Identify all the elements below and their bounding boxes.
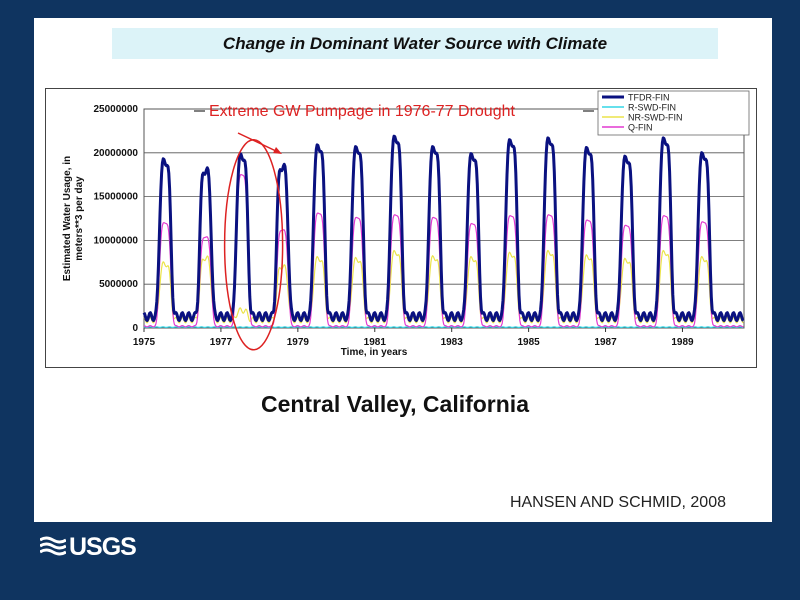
source-credit: HANSEN AND SCHMID, 2008 — [509, 494, 726, 511]
y-axis-label: Estimated Water Usage, in — [62, 156, 73, 281]
y-tick-label: 20000000 — [94, 148, 139, 159]
y-axis-label-units: meters**3 per day — [74, 176, 85, 261]
x-tick-label: 1981 — [364, 337, 387, 348]
annotation-arrowhead — [273, 147, 282, 154]
usgs-logo: USGS — [40, 532, 137, 561]
y-tick-label: 5000000 — [99, 279, 138, 290]
y-tick-label: 25000000 — [94, 104, 139, 115]
slide-title: Change in Dominant Water Source with Cli… — [112, 28, 718, 59]
water-usage-chart: 0 5000000 10000000 15000000 20000000 25000000… — [62, 90, 750, 358]
x-tick-label: 1979 — [287, 337, 310, 348]
x-tick-label: 1985 — [517, 337, 540, 348]
usgs-logo-text: USGS — [69, 532, 137, 561]
x-tick-label: 1987 — [594, 337, 617, 348]
y-tick-label: 0 — [132, 323, 138, 334]
legend-label: TFDR-FIN — [628, 93, 670, 103]
x-tick-label: 1975 — [133, 337, 156, 348]
series-line-nr-swd-fin — [143, 249, 744, 324]
slide-caption: Central Valley, California — [260, 391, 529, 417]
legend-label: NR-SWD-FIN — [628, 113, 683, 123]
series-line-q-fin — [143, 173, 744, 328]
series-line-tfdr-fin — [142, 134, 745, 322]
annotation-text: Extreme GW Pumpage in 1976-77 Drought — [209, 103, 515, 120]
x-tick-label: 1977 — [210, 337, 233, 348]
slide-panel: Change in Dominant Water Source with Cli… — [34, 18, 772, 522]
x-tick-label: 1989 — [671, 337, 694, 348]
legend-label: Q-FIN — [628, 123, 653, 133]
annotation-arrow-line — [237, 132, 279, 153]
y-tick-label: 15000000 — [94, 192, 139, 203]
y-tick-label: 10000000 — [94, 235, 139, 246]
chart-frame: 0 5000000 10000000 15000000 20000000 25000000… — [45, 88, 757, 368]
x-tick-label: 1983 — [441, 337, 464, 348]
legend-label: R-SWD-FIN — [628, 103, 676, 113]
series-line-r-swd-fin — [143, 326, 744, 328]
usgs-wave-icon — [40, 536, 66, 556]
x-axis-label: Time, in years — [341, 347, 408, 358]
